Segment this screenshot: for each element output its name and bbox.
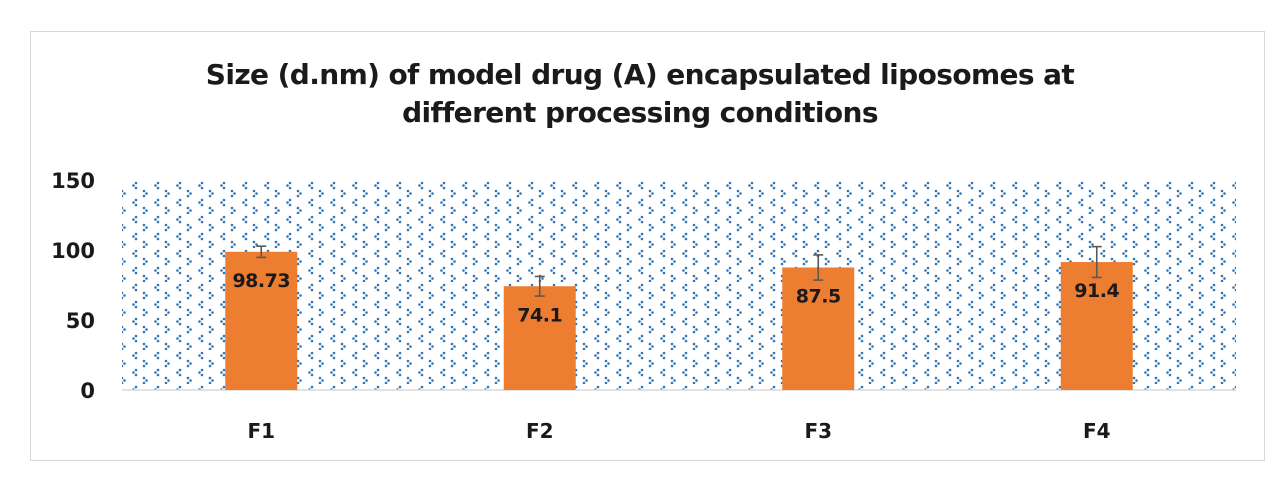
chart-title: Size (d.nm) of model drug (A) encapsulat… (0, 56, 1280, 132)
x-tick-label-f2: F2 (526, 419, 554, 443)
data-label-f3: 87.5 (796, 286, 841, 308)
x-axis-labels: F1 F2 F3 F4 (247, 419, 1110, 443)
bar-f4 (1060, 262, 1133, 390)
data-label-f2: 74.1 (517, 304, 562, 326)
plot-area-pattern (122, 180, 1236, 390)
data-labels-group: 98.73 74.1 87.5 91.4 (232, 270, 1120, 326)
bar-f3 (782, 267, 855, 390)
error-bar-f4 (1091, 245, 1102, 279)
data-label-f1: 98.73 (232, 270, 290, 292)
y-tick-label: 0 (80, 379, 95, 403)
y-axis-ticks: 0 50 100 150 (51, 169, 95, 403)
y-tick-label: 150 (51, 169, 95, 193)
bar-f2 (503, 286, 576, 390)
bars-group (225, 251, 1133, 390)
error-bar-f2 (534, 275, 545, 297)
y-tick-label: 100 (51, 239, 95, 263)
bar-f1 (225, 251, 298, 390)
x-tick-label-f3: F3 (804, 419, 832, 443)
y-tick-label: 50 (66, 309, 95, 333)
x-tick-label-f1: F1 (247, 419, 275, 443)
data-label-f4: 91.4 (1074, 280, 1119, 302)
chart-title-line-1: Size (d.nm) of model drug (A) encapsulat… (205, 58, 1075, 91)
error-bar-f3 (813, 254, 824, 281)
chart-title-line-2: different processing conditions (402, 96, 878, 129)
x-tick-label-f4: F4 (1083, 419, 1111, 443)
error-bar-f1 (256, 245, 267, 259)
error-bars-group (256, 245, 1102, 297)
